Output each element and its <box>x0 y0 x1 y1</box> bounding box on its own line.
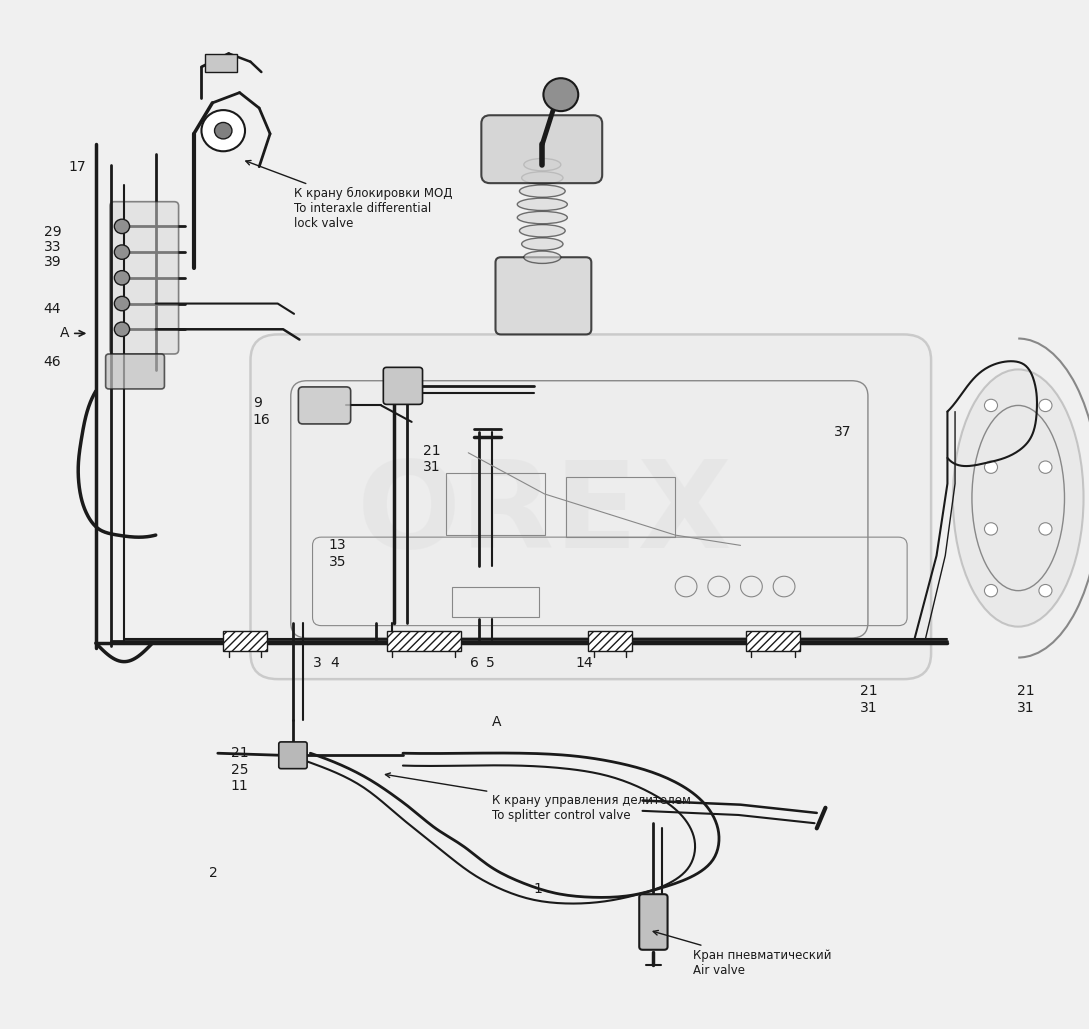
Circle shape <box>1039 523 1052 535</box>
Text: 17: 17 <box>69 159 86 174</box>
Bar <box>746 631 800 651</box>
Bar <box>452 587 539 617</box>
Circle shape <box>1039 461 1052 473</box>
Circle shape <box>114 296 130 311</box>
Ellipse shape <box>519 185 565 198</box>
Circle shape <box>1039 584 1052 597</box>
Text: 21: 21 <box>1017 684 1035 699</box>
Text: 44: 44 <box>44 301 61 316</box>
Bar <box>223 631 267 651</box>
Bar <box>387 631 461 651</box>
Circle shape <box>984 399 998 412</box>
Text: 39: 39 <box>44 255 61 270</box>
Ellipse shape <box>517 199 567 211</box>
Text: 16: 16 <box>253 413 270 427</box>
Circle shape <box>984 523 998 535</box>
Text: 31: 31 <box>423 460 440 474</box>
Circle shape <box>1039 399 1052 412</box>
FancyBboxPatch shape <box>298 387 351 424</box>
Text: 21: 21 <box>231 746 248 760</box>
Circle shape <box>114 322 130 336</box>
Text: К крану управления делителем
To splitter control valve: К крану управления делителем To splitter… <box>386 773 692 822</box>
Circle shape <box>114 219 130 234</box>
Text: 35: 35 <box>329 555 346 569</box>
Text: A: A <box>60 326 70 341</box>
Ellipse shape <box>524 251 561 263</box>
Circle shape <box>984 584 998 597</box>
Ellipse shape <box>522 172 563 184</box>
Circle shape <box>201 110 245 151</box>
Circle shape <box>114 271 130 285</box>
Text: 3: 3 <box>313 655 321 670</box>
Ellipse shape <box>953 369 1084 627</box>
Text: 6: 6 <box>470 655 479 670</box>
Ellipse shape <box>522 238 563 250</box>
FancyBboxPatch shape <box>110 202 179 354</box>
Text: 46: 46 <box>44 355 61 369</box>
Bar <box>566 477 675 537</box>
Circle shape <box>543 78 578 111</box>
Text: 9: 9 <box>253 396 261 411</box>
Circle shape <box>215 122 232 139</box>
Text: 5: 5 <box>486 655 494 670</box>
Text: 21: 21 <box>423 443 440 458</box>
Text: 13: 13 <box>329 538 346 553</box>
Text: 14: 14 <box>575 655 592 670</box>
Text: 31: 31 <box>860 701 878 715</box>
Text: OREX: OREX <box>356 456 733 573</box>
Bar <box>446 473 544 535</box>
Text: 21: 21 <box>860 684 878 699</box>
Text: К крану блокировки МОД
To interaxle differential
lock valve: К крану блокировки МОД To interaxle diff… <box>246 161 453 230</box>
FancyBboxPatch shape <box>250 334 931 679</box>
Text: 2: 2 <box>209 865 218 880</box>
Text: 11: 11 <box>231 779 248 793</box>
FancyBboxPatch shape <box>106 354 164 389</box>
FancyBboxPatch shape <box>279 742 307 769</box>
Ellipse shape <box>519 224 565 237</box>
Text: 37: 37 <box>834 425 852 439</box>
Bar <box>588 631 632 651</box>
FancyBboxPatch shape <box>481 115 602 183</box>
Ellipse shape <box>524 158 561 171</box>
Text: 31: 31 <box>1017 701 1035 715</box>
FancyBboxPatch shape <box>639 894 668 950</box>
Bar <box>205 54 237 72</box>
FancyBboxPatch shape <box>383 367 423 404</box>
Ellipse shape <box>517 211 567 223</box>
Circle shape <box>984 461 998 473</box>
Text: 25: 25 <box>231 762 248 777</box>
Text: 33: 33 <box>44 240 61 254</box>
Text: 4: 4 <box>330 655 339 670</box>
Text: 1: 1 <box>534 882 542 896</box>
FancyBboxPatch shape <box>495 257 591 334</box>
Text: 29: 29 <box>44 224 61 239</box>
Circle shape <box>114 245 130 259</box>
Text: Кран пневматический
Air valve: Кран пневматический Air valve <box>653 930 831 977</box>
Text: A: A <box>492 715 502 730</box>
